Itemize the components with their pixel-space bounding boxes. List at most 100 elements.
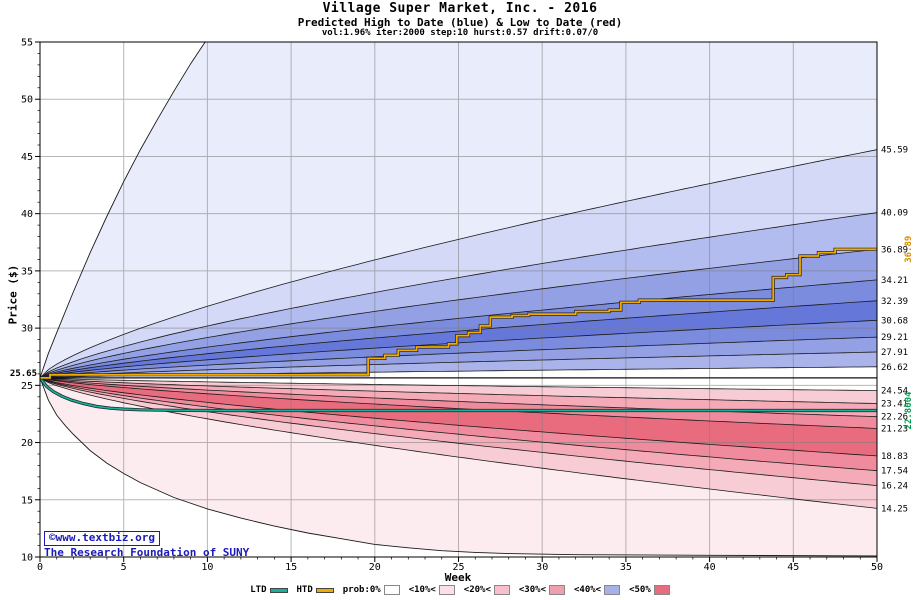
legend: LTD HTD prob:0% <10%< <20%< <30%< <40%< <50% bbox=[0, 585, 920, 595]
legend-label: HTD bbox=[296, 585, 313, 595]
fan-boundary-line bbox=[40, 377, 877, 472]
legend-item: prob:0% bbox=[343, 585, 400, 595]
fan-boundary-line bbox=[40, 336, 877, 379]
fan-boundary-line bbox=[40, 377, 877, 457]
x-tick-label: 45 bbox=[787, 562, 799, 573]
right-axis-label: 30.68 bbox=[881, 316, 908, 326]
y-tick-label: 35 bbox=[21, 266, 33, 277]
chart-title: Village Super Market, Inc. - 2016 bbox=[322, 1, 598, 16]
y-tick-label: 40 bbox=[21, 209, 33, 220]
y-tick-label: 25 bbox=[21, 381, 33, 392]
legend-color-swatch bbox=[548, 585, 565, 595]
y-axis-title: Price ($) bbox=[6, 264, 20, 325]
fan-band-low bbox=[40, 377, 877, 471]
legend-item: <10%< bbox=[409, 585, 455, 595]
legend-color-swatch bbox=[383, 585, 400, 595]
watermark-org: The Research Foundation of SUNY bbox=[44, 545, 250, 559]
right-axis-label: 36.89 bbox=[881, 245, 908, 255]
legend-label: <30%< bbox=[518, 585, 546, 595]
htd-axis-label: 36.89 bbox=[904, 236, 914, 263]
fan-boundary-line bbox=[40, 377, 877, 486]
fan-boundary-line bbox=[40, 300, 877, 379]
x-tick-label: 0 bbox=[37, 562, 43, 573]
legend-color-swatch bbox=[438, 585, 455, 595]
x-axis-title: Week bbox=[444, 571, 472, 584]
envelope-low-line bbox=[40, 377, 877, 557]
fan-lines bbox=[40, 42, 877, 557]
legend-label: LTD bbox=[250, 585, 267, 595]
right-axis-label: 29.21 bbox=[881, 333, 908, 343]
fan-boundary-line bbox=[40, 377, 877, 391]
right-axis-label: 27.91 bbox=[881, 348, 908, 358]
fan-boundary-line bbox=[40, 279, 877, 379]
x-tick-label: 50 bbox=[871, 562, 883, 573]
legend-label: <10%< bbox=[408, 585, 436, 595]
watermark-link[interactable]: ©www.textbiz.org bbox=[44, 531, 160, 546]
right-axis-label: 21.23 bbox=[881, 424, 908, 434]
x-tick-label: 5 bbox=[121, 562, 127, 573]
ltd-axis-label: 22.8004 bbox=[904, 391, 914, 430]
x-tick-label: 10 bbox=[201, 562, 213, 573]
legend-label: <50% bbox=[629, 585, 651, 595]
right-axis-label: 32.39 bbox=[881, 297, 908, 307]
right-axis-label: 24.54 bbox=[881, 387, 908, 397]
legend-item: <20%< bbox=[464, 585, 510, 595]
legend-item: LTD bbox=[250, 585, 288, 595]
axes: 10 15 20 25 30 35 40 45 50 55 0 5 10 15 20 25 30 35 40 45 50… bbox=[10, 38, 914, 574]
x-tick-label: 15 bbox=[285, 562, 297, 573]
fan-boundary-line bbox=[40, 377, 877, 509]
right-axis-label: 34.21 bbox=[881, 276, 908, 286]
ltd-line bbox=[40, 377, 877, 412]
fan-boundary-line bbox=[40, 248, 877, 379]
chart-header: Village Super Market, Inc. - 2016 Predic… bbox=[0, 2, 920, 39]
fan-boundary-line bbox=[40, 351, 877, 379]
y-tick-label: 20 bbox=[21, 438, 33, 449]
y-tick-label: 55 bbox=[21, 38, 33, 49]
fan-band-low bbox=[40, 377, 877, 486]
y-tick-label: 45 bbox=[21, 152, 33, 163]
fan-band-low bbox=[40, 377, 877, 509]
legend-label: prob:0% bbox=[342, 585, 381, 595]
legend-label: <20%< bbox=[463, 585, 491, 595]
legend-line-swatch bbox=[315, 587, 334, 593]
fan-boundary-line bbox=[40, 377, 877, 429]
right-axis-label: 40.09 bbox=[881, 209, 908, 219]
y-tick-label: 30 bbox=[21, 324, 33, 335]
legend-item: <40%< bbox=[573, 585, 621, 595]
htd-line bbox=[40, 248, 877, 379]
right-axis-label: 23.41 bbox=[881, 400, 908, 410]
right-axis-label: 14.25 bbox=[881, 504, 908, 514]
x-tick-label: 25 bbox=[452, 562, 464, 573]
legend-label: <40%< bbox=[573, 585, 602, 595]
fan-boundary-line bbox=[40, 377, 877, 404]
fan-boundary-line bbox=[40, 212, 877, 379]
chart-parameters: vol:1.96% iter:2000 step:10 hurst:0.57 d… bbox=[321, 28, 599, 39]
y-tick-label: 15 bbox=[21, 495, 33, 506]
y-tick-label: 50 bbox=[21, 95, 33, 106]
right-axis-label: 18.83 bbox=[881, 452, 908, 462]
legend-color-swatch bbox=[493, 585, 510, 595]
legend-item: <50% bbox=[629, 585, 670, 595]
fan-boundary-line bbox=[40, 319, 877, 379]
grid bbox=[40, 42, 877, 557]
right-axis-label: 45.59 bbox=[881, 146, 908, 156]
legend-color-swatch bbox=[604, 585, 621, 595]
x-tick-label: 20 bbox=[369, 562, 381, 573]
legend-line-swatch bbox=[269, 587, 288, 593]
legend-item: HTD bbox=[297, 585, 334, 595]
x-tick-label: 30 bbox=[536, 562, 548, 573]
envelope-high-line bbox=[40, 42, 206, 379]
right-axis-label: 26.62 bbox=[881, 363, 908, 373]
y-tick-label: 10 bbox=[21, 553, 33, 564]
x-tick-label: 35 bbox=[620, 562, 632, 573]
right-axis-label: 22.26 bbox=[881, 413, 908, 423]
watermark: ©www.textbiz.org The Research Foundation… bbox=[44, 527, 249, 559]
fan-boundary-line bbox=[40, 149, 877, 379]
legend-color-swatch bbox=[653, 585, 670, 595]
start-price-label: 25.65 bbox=[10, 369, 37, 379]
right-axis-label: 16.24 bbox=[881, 482, 908, 492]
chart-subtitle: Predicted High to Date (blue) & Low to D… bbox=[297, 15, 623, 29]
right-axis-label: 17.54 bbox=[881, 467, 908, 477]
